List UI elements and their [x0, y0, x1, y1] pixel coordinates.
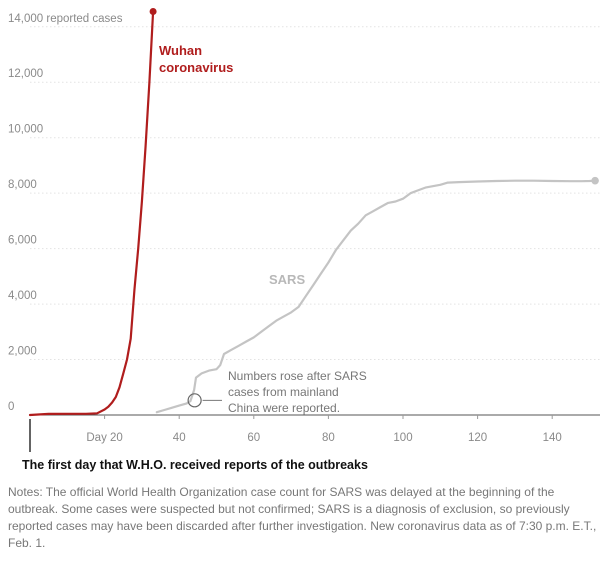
- y-tick-label: 14,000 reported cases: [8, 13, 123, 25]
- x-axis-title: The first day that W.H.O. received repor…: [22, 458, 368, 472]
- wuhan-endpoint-dot: [149, 8, 157, 16]
- sars-endpoint-dot: [591, 176, 599, 185]
- outbreak-line-chart: 0 2,000 4,000 6,000 8,000 10,000 12,000 14,000 …: [8, 8, 600, 452]
- x-tick-label: 60: [247, 432, 260, 444]
- x-tick-label: Day 20: [86, 432, 122, 444]
- y-tick-label: 10,000: [8, 124, 43, 136]
- x-tick-label: 100: [393, 432, 412, 444]
- x-tick-label: 140: [543, 432, 562, 444]
- y-tick-label: 2,000: [8, 346, 37, 358]
- y-tick-label: 12,000: [8, 68, 43, 80]
- y-tick-label: 6,000: [8, 235, 37, 247]
- sars-series-line: [155, 179, 597, 414]
- annotation-text: China were reported.: [228, 401, 340, 415]
- annotation-text: Numbers rose after SARS: [228, 369, 367, 383]
- wuhan-series-label: coronavirus: [159, 60, 233, 75]
- y-tick-label: 0: [8, 401, 14, 413]
- x-tick-label: 120: [468, 432, 487, 444]
- y-tick-label: 4,000: [8, 290, 37, 302]
- wuhan-series-line: [28, 10, 155, 417]
- chart-notes: Notes: The official World Health Organiz…: [8, 485, 597, 550]
- annotation-circle: [187, 393, 202, 408]
- y-tick-label: 8,000: [8, 179, 37, 191]
- annotation-text: cases from mainland: [228, 385, 339, 399]
- x-tick-label: 40: [173, 432, 186, 444]
- wuhan-series-label: Wuhan: [159, 43, 202, 58]
- x-tick-label: 80: [322, 432, 335, 444]
- sars-series-label: SARS: [269, 272, 305, 287]
